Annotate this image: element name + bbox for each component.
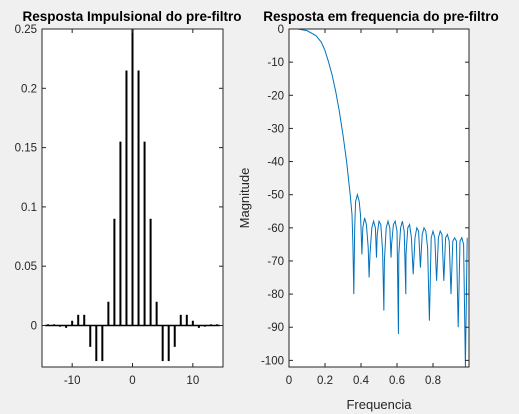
impulse-ticks: -10 0 10 0 0.05 0.1 0.15 0.2 0.25: [15, 24, 223, 387]
impulse-title: Resposta Impulsional do pre-filtro: [22, 9, 241, 24]
impulse-x-tick-label: -10: [64, 375, 81, 387]
frequency-y-tick-label: -60: [267, 223, 284, 235]
impulse-axes-box: [41, 28, 224, 368]
magnitude-series-line: [289, 28, 468, 368]
frequency-y-tick-label: -40: [267, 157, 284, 169]
frequency-y-tick-label: -10: [267, 57, 284, 69]
impulse-x-tick-label: 10: [186, 375, 199, 387]
impulse-stems: [45, 29, 220, 362]
frequency-y-tick-label: -20: [267, 90, 284, 102]
impulse-y-tick-label: 0.05: [15, 261, 37, 273]
impulse-y-tick-label: 0.15: [15, 143, 37, 155]
frequency-ylabel: Magnitude: [237, 168, 252, 229]
frequency-y-tick-label: -100: [261, 355, 284, 367]
frequency-line-group: [289, 28, 468, 368]
frequency-ticks: 0 0.2 0.4 0.6 0.8 0 -10 -20 -30 -40 -50 -60 -70 -80 -9…: [261, 24, 469, 387]
frequency-y-tick-label: -30: [267, 123, 284, 135]
frequency-x-tick-label: 0.8: [425, 375, 441, 387]
impulse-y-tick-label: 0.25: [15, 24, 37, 36]
frequency-xlabel: Frequencia: [346, 397, 412, 412]
impulse-y-tick-label: 0: [31, 320, 37, 332]
frequency-y-tick-label: -50: [267, 190, 284, 202]
frequency-response-panel: 0 0.2 0.4 0.6 0.8 0 -10 -20 -30 -40 -50 -60 -70 -80 -9…: [237, 9, 499, 412]
frequency-y-tick-label: -80: [267, 289, 284, 301]
frequency-title: Resposta em frequencia do pre-filtro: [263, 9, 499, 24]
frequency-axes-box: [288, 28, 470, 368]
impulse-x-tick-label: 0: [129, 375, 135, 387]
frequency-x-tick-label: 0.6: [389, 375, 405, 387]
impulse-y-tick-label: 0.1: [21, 202, 37, 214]
frequency-x-tick-label: 0.4: [353, 375, 370, 387]
frequency-x-tick-label: 0: [286, 375, 292, 387]
impulse-response-panel: -10 0 10 0 0.05 0.1 0.15 0.2 0.25 Resposta Impul…: [15, 9, 242, 387]
frequency-y-tick-label: -70: [267, 256, 284, 268]
frequency-y-tick-label: -90: [267, 322, 284, 334]
impulse-y-tick-label: 0.2: [21, 83, 37, 95]
frequency-x-tick-label: 0.2: [317, 375, 333, 387]
frequency-y-tick-label: 0: [278, 24, 284, 36]
frequency-plot-area: [289, 29, 469, 367]
